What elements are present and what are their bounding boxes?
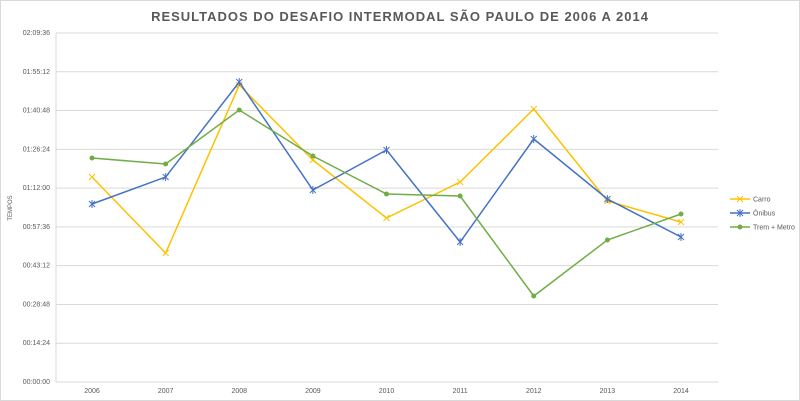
y-tick-label: 00:57:36 bbox=[23, 224, 50, 231]
data-point-marker bbox=[677, 232, 685, 241]
y-tick-label: 01:40:48 bbox=[23, 108, 50, 115]
y-tick-label: 01:26:24 bbox=[23, 146, 50, 153]
x-tick-label: 2009 bbox=[305, 388, 321, 395]
data-point-marker bbox=[737, 224, 743, 230]
data-point-marker bbox=[736, 195, 744, 203]
legend-label: Ônibus bbox=[753, 209, 776, 218]
marker-stroke bbox=[383, 214, 390, 222]
y-tick-label: 00:14:24 bbox=[23, 340, 50, 347]
data-point-marker bbox=[736, 209, 744, 217]
data-point-marker bbox=[88, 199, 96, 208]
y-axis-label: TEMPOS bbox=[8, 195, 14, 220]
y-tick-label: 00:43:12 bbox=[23, 263, 50, 270]
data-point-marker bbox=[456, 238, 464, 247]
x-tick-label: 2006 bbox=[84, 388, 100, 395]
data-point-marker bbox=[162, 173, 169, 182]
marker-stroke bbox=[677, 218, 685, 226]
legend-label: Carro bbox=[753, 197, 771, 204]
series-carro bbox=[88, 81, 685, 257]
data-point-marker bbox=[310, 153, 316, 159]
y-tick-label: 00:00:00 bbox=[23, 379, 50, 386]
series-line bbox=[91, 109, 682, 298]
x-tick-label: 2012 bbox=[526, 388, 542, 395]
x-tick-label: 2014 bbox=[673, 388, 689, 395]
data-point-marker bbox=[383, 146, 390, 155]
data-point-marker bbox=[163, 161, 169, 167]
y-tick-label: 00:28:48 bbox=[23, 301, 50, 308]
data-point-marker bbox=[384, 191, 389, 197]
data-point-marker bbox=[530, 135, 538, 144]
x-tick-label: 2008 bbox=[231, 388, 247, 395]
marker-stroke bbox=[309, 156, 317, 164]
data-point-marker bbox=[235, 78, 243, 87]
marker-stroke bbox=[530, 105, 538, 113]
x-tick-label: 2010 bbox=[379, 388, 395, 395]
data-point-marker bbox=[456, 178, 464, 186]
data-point-marker bbox=[236, 107, 242, 113]
data-point-marker bbox=[88, 173, 96, 181]
data-point-marker bbox=[457, 193, 463, 199]
marker-stroke bbox=[456, 178, 464, 186]
x-tick-label: 2013 bbox=[600, 388, 616, 395]
data-point-marker bbox=[677, 218, 685, 226]
series-trem-metro bbox=[89, 107, 684, 299]
series--nibus bbox=[88, 78, 685, 247]
data-point-marker bbox=[309, 156, 317, 164]
marker-stroke bbox=[162, 249, 169, 257]
data-point-marker bbox=[530, 105, 538, 113]
marker-stroke bbox=[88, 173, 96, 181]
y-tick-label: 01:55:12 bbox=[23, 69, 50, 76]
legend-label: Trem + Metro bbox=[753, 225, 795, 232]
data-point-marker bbox=[162, 249, 169, 257]
marker-stroke bbox=[736, 195, 744, 203]
chart-title: RESULTADOS DO DESAFIO INTERMODAL SÃO PAU… bbox=[151, 9, 649, 24]
data-point-marker bbox=[89, 155, 95, 161]
y-tick-label: 01:12:00 bbox=[23, 185, 50, 192]
data-point-marker bbox=[604, 237, 610, 243]
y-tick-label: 02:09:36 bbox=[23, 30, 50, 37]
x-tick-label: 2007 bbox=[158, 388, 174, 395]
x-tick-label: 2011 bbox=[453, 388, 468, 395]
data-point-marker bbox=[604, 195, 611, 204]
data-point-marker bbox=[383, 214, 390, 222]
data-point-marker bbox=[309, 185, 317, 194]
data-point-marker bbox=[531, 293, 537, 299]
data-point-marker bbox=[678, 211, 684, 217]
